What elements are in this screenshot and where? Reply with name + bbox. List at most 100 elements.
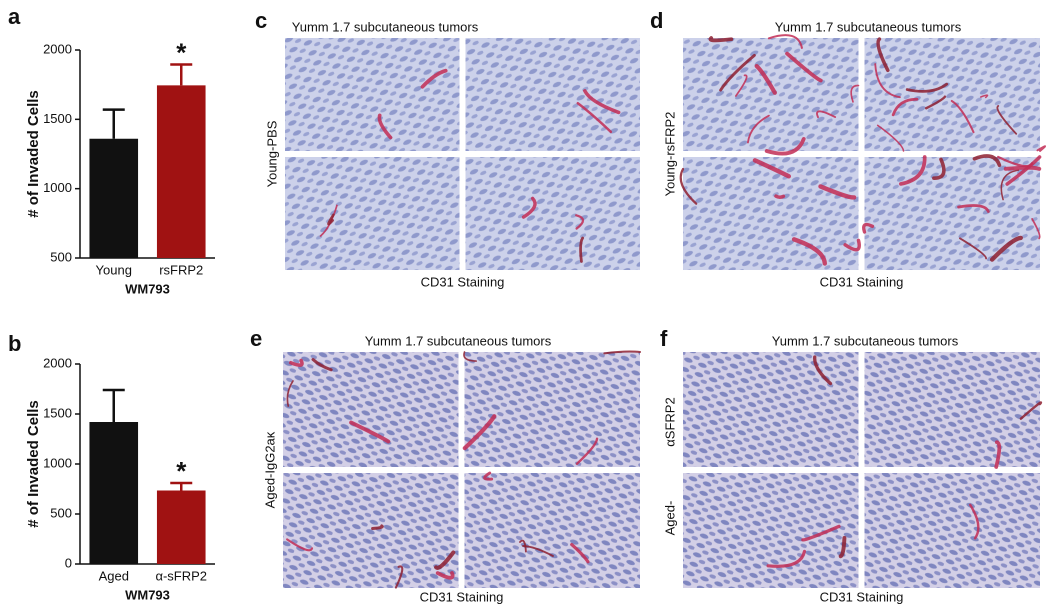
panel-caption: CD31 Staining bbox=[420, 589, 504, 604]
row-label: Aged- bbox=[662, 501, 677, 536]
micrograph bbox=[862, 154, 1042, 270]
vessel bbox=[996, 105, 1018, 135]
panel-letter: a bbox=[8, 4, 21, 29]
micrograph-tile bbox=[683, 38, 859, 151]
micrograph-tile bbox=[285, 38, 460, 151]
micrograph bbox=[283, 352, 459, 467]
micrograph-tile bbox=[683, 157, 859, 270]
vessel bbox=[583, 89, 621, 115]
vessel bbox=[434, 550, 456, 570]
vessel bbox=[838, 535, 847, 559]
micrograph bbox=[285, 38, 460, 151]
significance-mark: * bbox=[176, 37, 187, 67]
micrograph-tile bbox=[683, 352, 859, 467]
vessel bbox=[734, 74, 748, 97]
panel-letter: e bbox=[250, 326, 262, 351]
micrograph-tile bbox=[285, 157, 460, 270]
micrograph bbox=[465, 157, 640, 270]
vessel bbox=[575, 214, 585, 230]
y-tick-label: 1500 bbox=[43, 111, 72, 126]
micrograph-tile bbox=[864, 38, 1040, 151]
y-axis-label: # of Invaded Cells bbox=[25, 90, 42, 218]
panel-caption: CD31 Staining bbox=[820, 274, 904, 289]
micrograph-tile bbox=[864, 157, 1040, 270]
vessel bbox=[1019, 401, 1043, 420]
vessel bbox=[950, 99, 975, 134]
micrograph-tile bbox=[465, 157, 640, 270]
vessel bbox=[969, 503, 980, 540]
vessel bbox=[575, 437, 599, 465]
vessel bbox=[519, 539, 527, 553]
vessel bbox=[752, 158, 791, 179]
row-label: Young-PBS bbox=[264, 120, 279, 187]
micrograph bbox=[679, 157, 861, 270]
panel-letter: b bbox=[8, 331, 21, 356]
vessel bbox=[394, 565, 404, 589]
panel-letter: f bbox=[660, 326, 668, 351]
vessel bbox=[843, 238, 861, 252]
micrograph-tile bbox=[465, 38, 640, 151]
micrograph bbox=[683, 352, 859, 467]
vessel bbox=[989, 235, 1023, 262]
vessel bbox=[891, 97, 919, 117]
x-tick-label: Young bbox=[96, 262, 132, 277]
panel-letter: d bbox=[650, 8, 663, 33]
vessel bbox=[905, 82, 949, 93]
vessel bbox=[876, 37, 890, 73]
panel-caption: CD31 Staining bbox=[820, 589, 904, 604]
y-tick-label: 0 bbox=[65, 555, 72, 570]
y-tick-label: 1000 bbox=[43, 180, 72, 195]
vessel bbox=[1036, 145, 1046, 152]
micrograph bbox=[462, 350, 642, 467]
row-label: Young-rsFRP2 bbox=[662, 112, 677, 197]
vessel bbox=[286, 538, 314, 552]
vessel bbox=[420, 68, 448, 89]
bar bbox=[89, 422, 139, 564]
micrograph bbox=[864, 37, 1046, 152]
panel-title: Yumm 1.7 subcutaneous tumors bbox=[365, 333, 552, 348]
vessel bbox=[462, 414, 497, 451]
row-label: αSFRP2 bbox=[662, 397, 677, 446]
x-tick-label: rsFRP2 bbox=[159, 262, 203, 277]
vessel bbox=[959, 237, 988, 260]
micrograph bbox=[285, 157, 460, 270]
micrograph bbox=[465, 38, 640, 151]
vessel bbox=[876, 124, 905, 152]
y-tick-label: 500 bbox=[50, 249, 72, 264]
micrograph bbox=[283, 473, 459, 589]
vessel bbox=[708, 36, 734, 43]
vessel bbox=[979, 94, 989, 99]
vessel bbox=[1000, 169, 1020, 201]
vessel bbox=[785, 51, 823, 83]
x-axis-label: WM793 bbox=[125, 281, 170, 296]
vessel bbox=[813, 355, 833, 386]
panel-caption: CD31 Staining bbox=[421, 274, 505, 289]
vessel bbox=[603, 350, 642, 355]
vessel bbox=[932, 157, 946, 180]
bar bbox=[156, 85, 206, 258]
bar bbox=[89, 138, 139, 258]
micrograph-tile bbox=[864, 473, 1040, 588]
vessel bbox=[816, 110, 837, 119]
vessel bbox=[521, 196, 537, 219]
panel-title: Yumm 1.7 subcutaneous tumors bbox=[772, 333, 959, 348]
vessel bbox=[522, 544, 554, 557]
micrograph bbox=[683, 34, 860, 156]
vessel bbox=[579, 236, 585, 263]
vessel bbox=[874, 63, 901, 99]
vessel bbox=[679, 167, 698, 205]
significance-mark: * bbox=[176, 456, 187, 486]
micrograph-tile bbox=[464, 352, 640, 467]
vessel bbox=[311, 358, 333, 372]
micrograph bbox=[864, 352, 1043, 469]
micrograph bbox=[683, 473, 859, 588]
vessel bbox=[1031, 218, 1041, 240]
vessel bbox=[435, 571, 455, 580]
bar bbox=[156, 490, 206, 564]
vessel bbox=[286, 380, 294, 407]
vessel bbox=[774, 194, 786, 199]
micrograph-tile bbox=[283, 473, 459, 588]
vessel bbox=[754, 63, 777, 95]
micrograph-tile bbox=[864, 352, 1040, 467]
